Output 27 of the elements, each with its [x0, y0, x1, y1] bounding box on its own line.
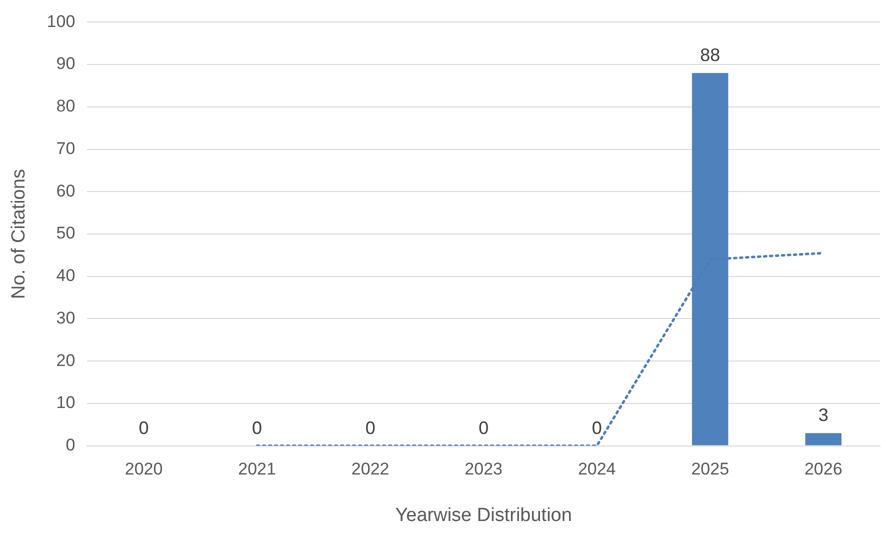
y-tick-label: 0 [66, 435, 76, 454]
x-tick-label: 2025 [691, 460, 730, 479]
x-axis-title: Yearwise Distribution [395, 504, 572, 526]
data-label: 0 [138, 418, 149, 438]
x-tick-label: 2020 [124, 460, 163, 479]
y-tick-label: 90 [56, 54, 76, 74]
y-tick-label: 40 [56, 266, 76, 286]
y-tick-label: 70 [56, 138, 76, 158]
x-tick-label: 2023 [464, 460, 502, 479]
data-label: 88 [700, 45, 720, 65]
data-label: 0 [365, 418, 376, 438]
y-tick-label: 50 [56, 224, 76, 243]
data-label: 0 [478, 418, 489, 438]
data-label: 0 [252, 418, 262, 438]
data-label: 3 [818, 405, 828, 426]
x-tick-label: 2022 [351, 460, 390, 479]
y-tick-label: 60 [56, 181, 76, 200]
y-tick-label: 80 [56, 96, 76, 116]
y-tick-label: 20 [56, 350, 76, 370]
y-tick-label: 10 [56, 393, 76, 412]
y-tick-label: 100 [46, 12, 76, 31]
x-tick-label: 2026 [804, 460, 842, 479]
y-axis-title: No. of Citations [8, 169, 30, 299]
data-label: 0 [592, 418, 602, 438]
x-tick-label: 2021 [238, 460, 276, 479]
y-tick-label: 30 [56, 308, 76, 328]
x-tick-label: 2024 [578, 460, 616, 479]
